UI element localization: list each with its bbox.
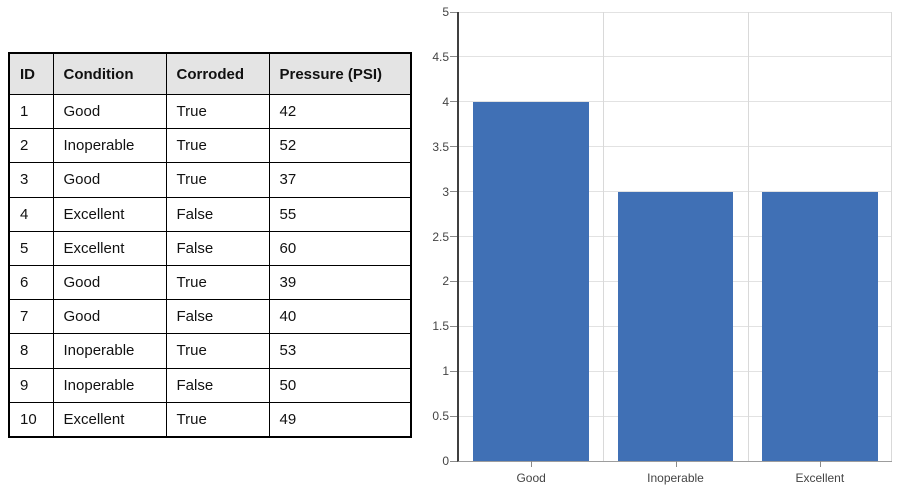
table-cell: Inoperable [52, 367, 167, 403]
y-tick-mark [450, 280, 457, 282]
table-row: 1 Good True 42 [8, 93, 412, 130]
table-cell: 37 [268, 162, 412, 198]
table-cell: Excellent [52, 196, 167, 232]
table-cell: 52 [268, 128, 412, 164]
column-header: Condition [52, 52, 167, 95]
table-cell: Good [52, 264, 167, 301]
y-tick-label: 3.5 [432, 139, 449, 154]
table-cell: Excellent [52, 401, 167, 438]
column-header: Pressure (PSI) [268, 52, 412, 95]
y-tick-mark [450, 101, 457, 103]
table-row: 7 Good False 40 [8, 299, 412, 335]
table-cell: 50 [268, 367, 412, 403]
x-tick-mark [531, 461, 533, 467]
y-tick-label: 2.5 [432, 229, 449, 244]
table-row: 6 Good True 39 [8, 264, 412, 301]
table-row: 9 Inoperable False 50 [8, 367, 412, 403]
table-cell: True [165, 93, 270, 130]
table-cell: Excellent [52, 230, 167, 266]
table-header: ID Condition Corroded Pressure (PSI) [8, 52, 412, 95]
table-cell: 10 [8, 401, 54, 438]
y-tick-mark [450, 146, 457, 148]
bar-excellent [762, 191, 878, 461]
table-row: 5 Excellent False 60 [8, 230, 412, 266]
table-cell: Good [52, 299, 167, 335]
y-gridline [459, 191, 892, 193]
table-cell: False [165, 367, 270, 403]
y-tick-mark [450, 460, 457, 462]
y-tick-mark [450, 325, 457, 327]
y-tick-mark [450, 415, 457, 417]
table-cell: False [165, 230, 270, 266]
table-row: 10 Excellent True 49 [8, 401, 412, 438]
y-gridline [459, 146, 892, 148]
table-cell: Inoperable [52, 128, 167, 164]
bar-inoperable [617, 191, 734, 461]
y-tick-mark [450, 370, 457, 372]
bar-good [473, 101, 589, 461]
condition-count-bar-chart: 0 0.5 1 1.5 2 2.5 3 3.5 4 4.5 5 Good Inoperable Excel… [432, 5, 892, 485]
x-category-label: Inoperable [647, 471, 704, 485]
table-cell: 8 [8, 333, 54, 369]
y-tick-label: 1 [442, 364, 449, 379]
y-gridline [459, 11, 892, 13]
y-tick-label: 0.5 [432, 409, 449, 424]
table-body: 1 Good True 42 2 Inoperable True 52 3 Good True 37 4… [8, 93, 412, 438]
y-tick-mark [450, 236, 457, 237]
table-cell: 3 [8, 162, 54, 198]
y-tick-label: 0 [442, 454, 449, 468]
category-gridline [747, 12, 749, 461]
table-cell: True [165, 401, 270, 438]
table-cell: 55 [268, 196, 412, 232]
table-cell: 39 [268, 264, 412, 301]
table-cell: True [165, 264, 270, 301]
table-cell: Good [52, 93, 167, 130]
table-cell: Good [52, 162, 167, 198]
y-gridline [459, 56, 892, 58]
column-header: Corroded [165, 52, 270, 95]
table-cell: 42 [268, 93, 412, 130]
table-cell: 9 [8, 367, 54, 403]
category-gridline [603, 12, 605, 461]
table-row: 8 Inoperable True 53 [8, 333, 412, 369]
x-tick-mark [819, 461, 821, 467]
table-cell: True [165, 128, 270, 164]
y-tick-label: 3 [442, 184, 449, 199]
y-tick-mark [450, 11, 457, 13]
y-tick-mark [450, 191, 457, 193]
table-row: 3 Good True 37 [8, 162, 412, 198]
table-row: 4 Excellent False 55 [8, 196, 412, 232]
table-header-row: ID Condition Corroded Pressure (PSI) [8, 52, 412, 95]
table-cell: 49 [268, 401, 412, 438]
table-cell: 6 [8, 264, 54, 301]
x-category-label: Good [516, 471, 546, 485]
table-cell: 2 [8, 128, 54, 164]
table-cell: 7 [8, 299, 54, 335]
table-cell: Inoperable [52, 333, 167, 369]
column-header: ID [8, 52, 54, 95]
table-cell: 53 [268, 333, 412, 369]
y-gridline [459, 101, 892, 103]
x-tick-mark [675, 461, 677, 467]
y-tick-mark [450, 56, 457, 58]
table-cell: 40 [268, 299, 412, 335]
y-tick-label: 4.5 [432, 49, 449, 64]
table-cell: 5 [8, 230, 54, 266]
table-cell: True [165, 162, 270, 198]
y-tick-label: 4 [442, 94, 449, 109]
y-tick-label: 5 [442, 5, 449, 19]
plot-right-border [891, 12, 892, 461]
table-row: 2 Inoperable True 52 [8, 128, 412, 164]
table-cell: False [165, 299, 270, 335]
y-tick-label: 1.5 [432, 319, 449, 334]
y-tick-label: 2 [442, 274, 449, 289]
pipes-data-table: ID Condition Corroded Pressure (PSI) 1 Good T… [8, 52, 412, 438]
table-cell: 4 [8, 196, 54, 232]
table-cell: False [165, 196, 270, 232]
table-cell: 60 [268, 230, 412, 266]
table-cell: 1 [8, 93, 54, 130]
x-category-label: Excellent [795, 471, 845, 485]
table-cell: True [165, 333, 270, 369]
